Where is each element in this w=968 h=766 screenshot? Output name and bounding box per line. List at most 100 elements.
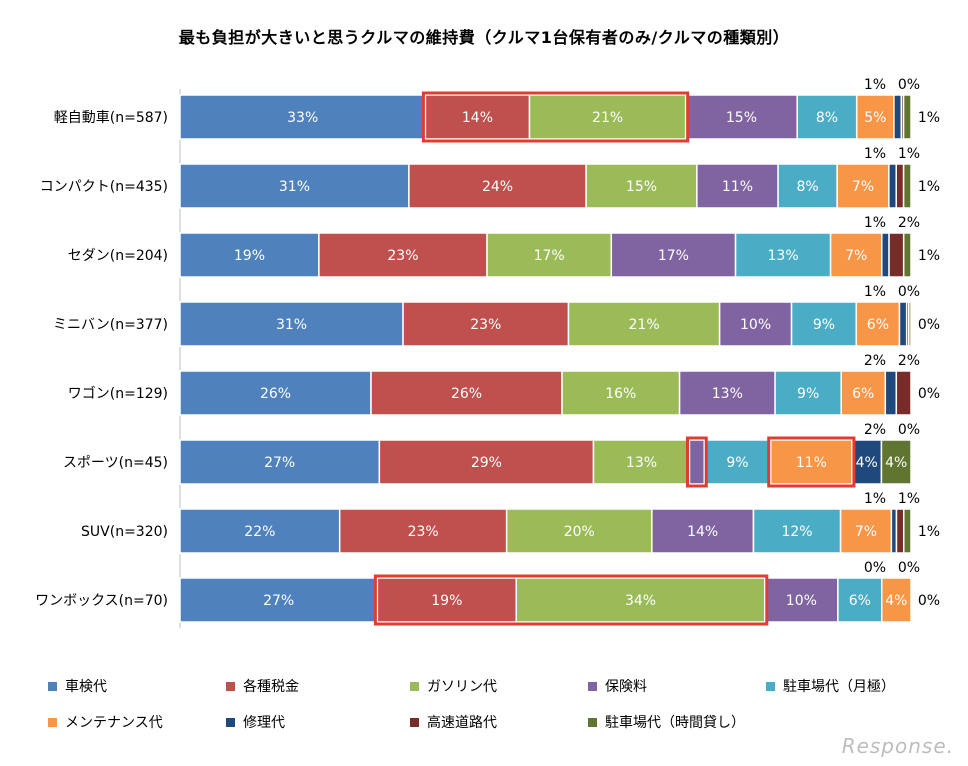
bar-segment	[688, 439, 706, 485]
data-label: 34%	[625, 593, 656, 609]
data-label: 8%	[816, 110, 838, 126]
data-label-outside: 1%	[918, 110, 940, 126]
data-label-outside: 0%	[918, 593, 940, 609]
legend-item: 修理代	[226, 712, 285, 732]
data-label: 19%	[431, 593, 462, 609]
bar-segment	[796, 94, 858, 140]
legend-item: 各種税金	[226, 676, 299, 696]
data-label: 17%	[658, 248, 689, 264]
data-label-outside: 1%	[864, 146, 886, 162]
data-label: 20%	[564, 524, 595, 540]
bar-segment	[902, 163, 912, 209]
data-label-outside: 2%	[864, 422, 886, 438]
bar-segment	[855, 301, 901, 347]
bar-segment	[902, 232, 912, 278]
category-label: セダン(n=204)	[68, 248, 168, 264]
data-label-outside: 1%	[898, 146, 920, 162]
data-label: 29%	[471, 455, 502, 471]
category-label: ミニバン(n=377)	[53, 317, 168, 333]
data-label-outside: 2%	[898, 215, 920, 231]
watermark-logo: Response.	[841, 734, 954, 758]
data-label-outside: 0%	[918, 386, 940, 402]
data-label: 9%	[813, 317, 835, 333]
data-label: 17%	[534, 248, 565, 264]
data-label-outside: 0%	[898, 284, 920, 300]
bar-segment	[528, 94, 687, 140]
data-label: 23%	[387, 248, 418, 264]
bar-segment	[515, 577, 766, 623]
bar-segment	[764, 577, 839, 623]
category-label: SUV(n=320)	[81, 524, 168, 540]
bar-segment	[895, 370, 912, 416]
legend-item: 保険料	[588, 676, 647, 696]
legend-label: 保険料	[605, 679, 647, 695]
legend-label: 車検代	[65, 679, 107, 695]
data-label-outside: 0%	[864, 560, 886, 576]
bar-segment	[880, 439, 912, 485]
legend-swatch	[766, 681, 775, 691]
bar-segment	[424, 94, 531, 140]
data-label: 22%	[244, 524, 275, 540]
bar-segment	[895, 508, 905, 554]
bar-segment	[179, 439, 381, 485]
data-label-outside: 1%	[918, 179, 940, 195]
bar-segment	[829, 232, 883, 278]
bar-segment	[839, 508, 893, 554]
data-label: 7%	[845, 248, 867, 264]
legend-swatch	[588, 717, 597, 727]
legend-label: 駐車場代（時間貸し）	[605, 715, 745, 731]
bar-segment	[893, 94, 903, 140]
data-label: 4%	[885, 593, 907, 609]
data-label-outside: 2%	[898, 353, 920, 369]
highlight-box	[421, 91, 690, 143]
legend-swatch	[410, 681, 419, 691]
bar-segment	[902, 94, 912, 140]
bar-segment	[855, 94, 895, 140]
data-label-outside: 1%	[864, 215, 886, 231]
bar-segment	[836, 163, 890, 209]
data-label: 14%	[687, 524, 718, 540]
data-label: 19%	[234, 248, 265, 264]
data-label: 10%	[786, 593, 817, 609]
data-label: 11%	[722, 179, 753, 195]
data-label: 5%	[864, 110, 886, 126]
category-label: ワンボックス(n=70)	[35, 593, 168, 609]
data-label: 6%	[867, 317, 889, 333]
bar-segment	[179, 94, 427, 140]
bar-segment	[898, 301, 908, 347]
data-label-outside: 1%	[864, 77, 886, 93]
bar-segment	[890, 508, 898, 554]
highlight-box	[767, 436, 856, 488]
data-label: 15%	[726, 110, 757, 126]
bar-segment	[884, 370, 898, 416]
bar-segment	[769, 439, 853, 485]
bar-segment	[376, 577, 518, 623]
bar-segment	[567, 301, 721, 347]
highlight-box	[373, 574, 769, 626]
category-label: コンパクト(n=435)	[40, 179, 168, 195]
data-label: 13%	[768, 248, 799, 264]
legend-label: 修理代	[243, 715, 285, 731]
data-label: 7%	[852, 179, 874, 195]
data-label: 26%	[260, 386, 291, 402]
legend-label: ガソリン代	[427, 679, 497, 695]
data-label-outside: 1%	[864, 284, 886, 300]
data-label: 27%	[263, 593, 294, 609]
bar-segment	[881, 577, 912, 623]
bar-segment	[777, 163, 838, 209]
legend-swatch	[226, 717, 235, 727]
legend-item: メンテナンス代	[48, 712, 163, 732]
data-label: 9%	[726, 455, 748, 471]
data-label-outside: 1%	[918, 248, 940, 264]
legend-swatch	[588, 681, 597, 691]
chart-title: 最も負担が大きいと思うクルマの維持費（クルマ1台保有者のみ/クルマの種類別）	[178, 28, 790, 47]
legend-label: メンテナンス代	[65, 715, 163, 731]
data-label: 4%	[856, 455, 878, 471]
legend-item: 駐車場代（月極）	[766, 676, 895, 696]
category-label: 軽自動車(n=587)	[54, 109, 168, 126]
legend-swatch	[48, 717, 57, 727]
category-label: ワゴン(n=129)	[68, 385, 168, 402]
legend-swatch	[410, 717, 419, 727]
bar-segment	[402, 301, 570, 347]
